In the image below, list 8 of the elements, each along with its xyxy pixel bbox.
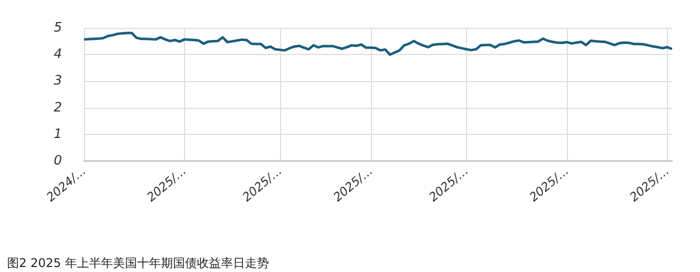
text: 图2 2025 年上半年美国十年期国债收益率日走势: [7, 256, 269, 270]
y-tick-label: 5: [54, 20, 62, 36]
y-tick-label: 4: [54, 47, 62, 62]
y-tick-label: 0: [54, 154, 62, 168]
y-tick-label: 1: [54, 126, 62, 142]
y-tick-label: 2: [54, 100, 62, 116]
line-series: [82, 32, 674, 56]
y-tick-label: 3: [54, 74, 62, 89]
